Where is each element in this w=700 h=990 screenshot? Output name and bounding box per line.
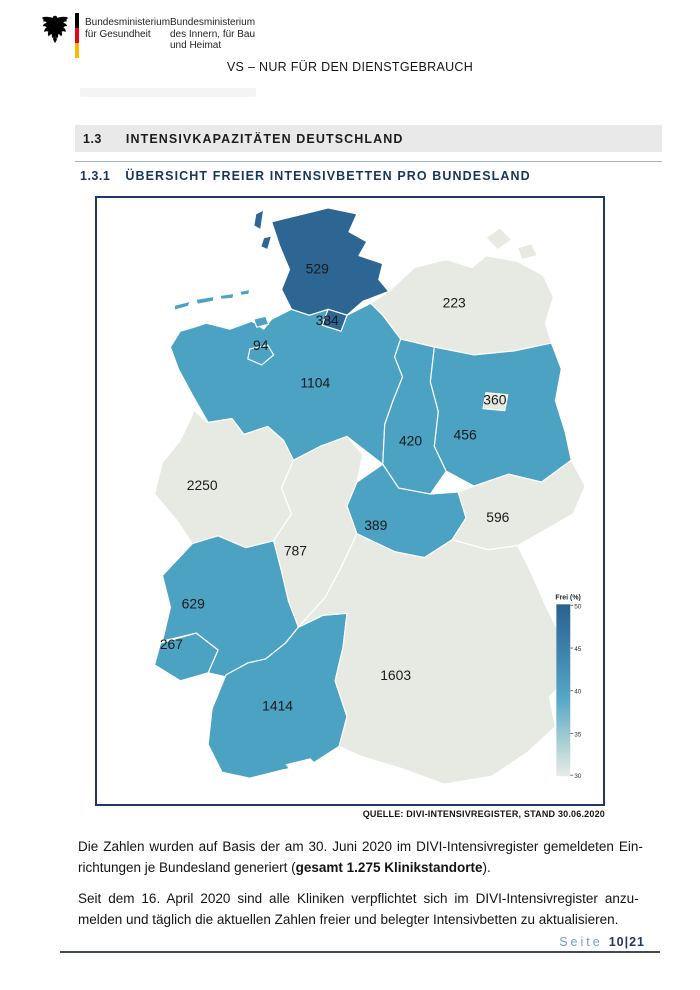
region-value-label: 1414: [262, 698, 293, 714]
region-value-label: 2250: [187, 477, 218, 493]
paragraph-1-line1: Die Zahlen wurden auf Basis der am 30. J…: [78, 839, 643, 854]
paragraph-1-line2-end: ).: [482, 860, 491, 875]
paragraph-2-line1: Seit dem 16. April 2020 sind alle Klinik…: [78, 891, 639, 906]
region-nordrhein-westfalen: [153, 410, 295, 549]
legend-title: Frei (%): [555, 594, 580, 601]
legend-gradient-bar: [556, 604, 571, 777]
region-berlin: [482, 392, 509, 412]
ministry2-line1: Bundesministerium: [170, 17, 256, 28]
flag-red-segment: [75, 28, 79, 43]
map-source-caption: QUELLE: DIVI-INTENSIVREGISTER, STAND 30.…: [362, 809, 605, 819]
region-value-label: 384: [316, 312, 339, 328]
usedom-island: [517, 243, 539, 261]
ministry-interior-logo-text: Bundesministerium des Innern, für Bau un…: [170, 17, 255, 52]
section-heading: 1.3 INTENSIVKAPAZITÄTEN DEUTSCHLAND: [75, 125, 662, 152]
region-value-label: 267: [160, 636, 183, 652]
page-number: 10|21: [608, 935, 645, 949]
region-value-label: 629: [182, 595, 205, 611]
north-frisian-island-2: [260, 235, 273, 251]
legend-tick: 40: [574, 689, 582, 696]
flag-bar: [75, 13, 79, 58]
germany-choropleth-map: 529 223 384 94 1104 360 456 420 2250 596…: [153, 207, 586, 785]
east-frisian-island-3: [219, 292, 235, 300]
region-value-label: 389: [364, 517, 387, 533]
east-frisian-island-1: [173, 300, 191, 311]
section-number: 1.3: [83, 131, 102, 146]
subsection-number: 1.3.1: [80, 169, 111, 183]
paragraph-1: Die Zahlen wurden auf Basis der am 30. J…: [78, 836, 644, 878]
north-frisian-island-1: [253, 209, 265, 231]
region-value-label: 420: [399, 432, 422, 448]
region-schleswig-holstein: [271, 207, 390, 316]
region-value-label: 223: [443, 294, 466, 310]
legend-tick: 50: [574, 603, 582, 610]
east-frisian-island-4: [239, 288, 251, 296]
legend-tick: 45: [574, 646, 582, 653]
bremerhaven-exclave: [253, 315, 270, 328]
region-value-label: 360: [483, 392, 506, 408]
ruegen-island: [485, 227, 513, 251]
classification-banner: VS – NUR FÜR DEN DIENSTGEBRAUCH: [226, 60, 474, 74]
ministry-health-logo-text: Bundesministerium für Gesundheit: [85, 17, 170, 40]
east-frisian-island-2: [195, 295, 215, 305]
ministry2-line3: und Heimat: [170, 40, 222, 51]
paragraph-1-bold: gesamt 1.275 Klinikstandorte: [295, 860, 483, 875]
section-title: INTENSIVKAPAZITÄTEN DEUTSCHLAND: [125, 131, 404, 146]
region-bayern: [297, 533, 572, 785]
region-value-label: 529: [306, 260, 329, 276]
redacted-strip: [80, 88, 256, 97]
region-value-label: 94: [253, 337, 269, 353]
region-value-label: 1603: [380, 667, 411, 683]
legend-tick: 35: [574, 731, 582, 738]
ministry1-line2: für Gesundheit: [85, 28, 151, 40]
footer-rule: [60, 951, 660, 953]
paragraph-2: Seit dem 16. April 2020 sind alle Klinik…: [78, 888, 644, 930]
paragraph-1-line2: richtungen je Bundesland generiert (: [78, 860, 296, 875]
footer-label: Seite: [559, 935, 603, 949]
region-brandenburg: [429, 342, 572, 487]
subsection-rule: [75, 161, 662, 162]
region-saarland: [153, 632, 219, 682]
region-value-label: 787: [284, 543, 307, 559]
subsection-heading: 1.3.1 ÜBERSICHT FREIER INTENSIVBETTEN PR…: [75, 169, 662, 183]
page-footer: Seite 10|21: [559, 935, 645, 949]
ministry1-line1: Bundesministerium: [85, 17, 171, 28]
flag-gold-segment: [75, 43, 79, 58]
region-bremen: [247, 344, 275, 366]
paragraph-2-line2: melden und täglich die aktuellen Zahlen …: [78, 912, 619, 927]
federal-eagle-icon: [41, 15, 69, 44]
color-legend: Frei (%) 50 45 40 35 30: [555, 594, 581, 780]
region-value-label: 1104: [300, 375, 330, 391]
legend-tick: 30: [574, 773, 582, 780]
region-value-label: 596: [486, 509, 509, 525]
region-hamburg: [321, 308, 348, 332]
germany-map-figure: 529 223 384 94 1104 360 456 420 2250 596…: [95, 196, 605, 806]
ministry2-line2: des Innern, für Bau: [170, 28, 256, 40]
flag-black-segment: [75, 13, 79, 28]
subsection-title: ÜBERSICHT FREIER INTENSIVBETTEN PRO BUND…: [125, 169, 531, 183]
bodensee-lake: [285, 758, 318, 773]
region-value-label: 456: [454, 426, 477, 442]
